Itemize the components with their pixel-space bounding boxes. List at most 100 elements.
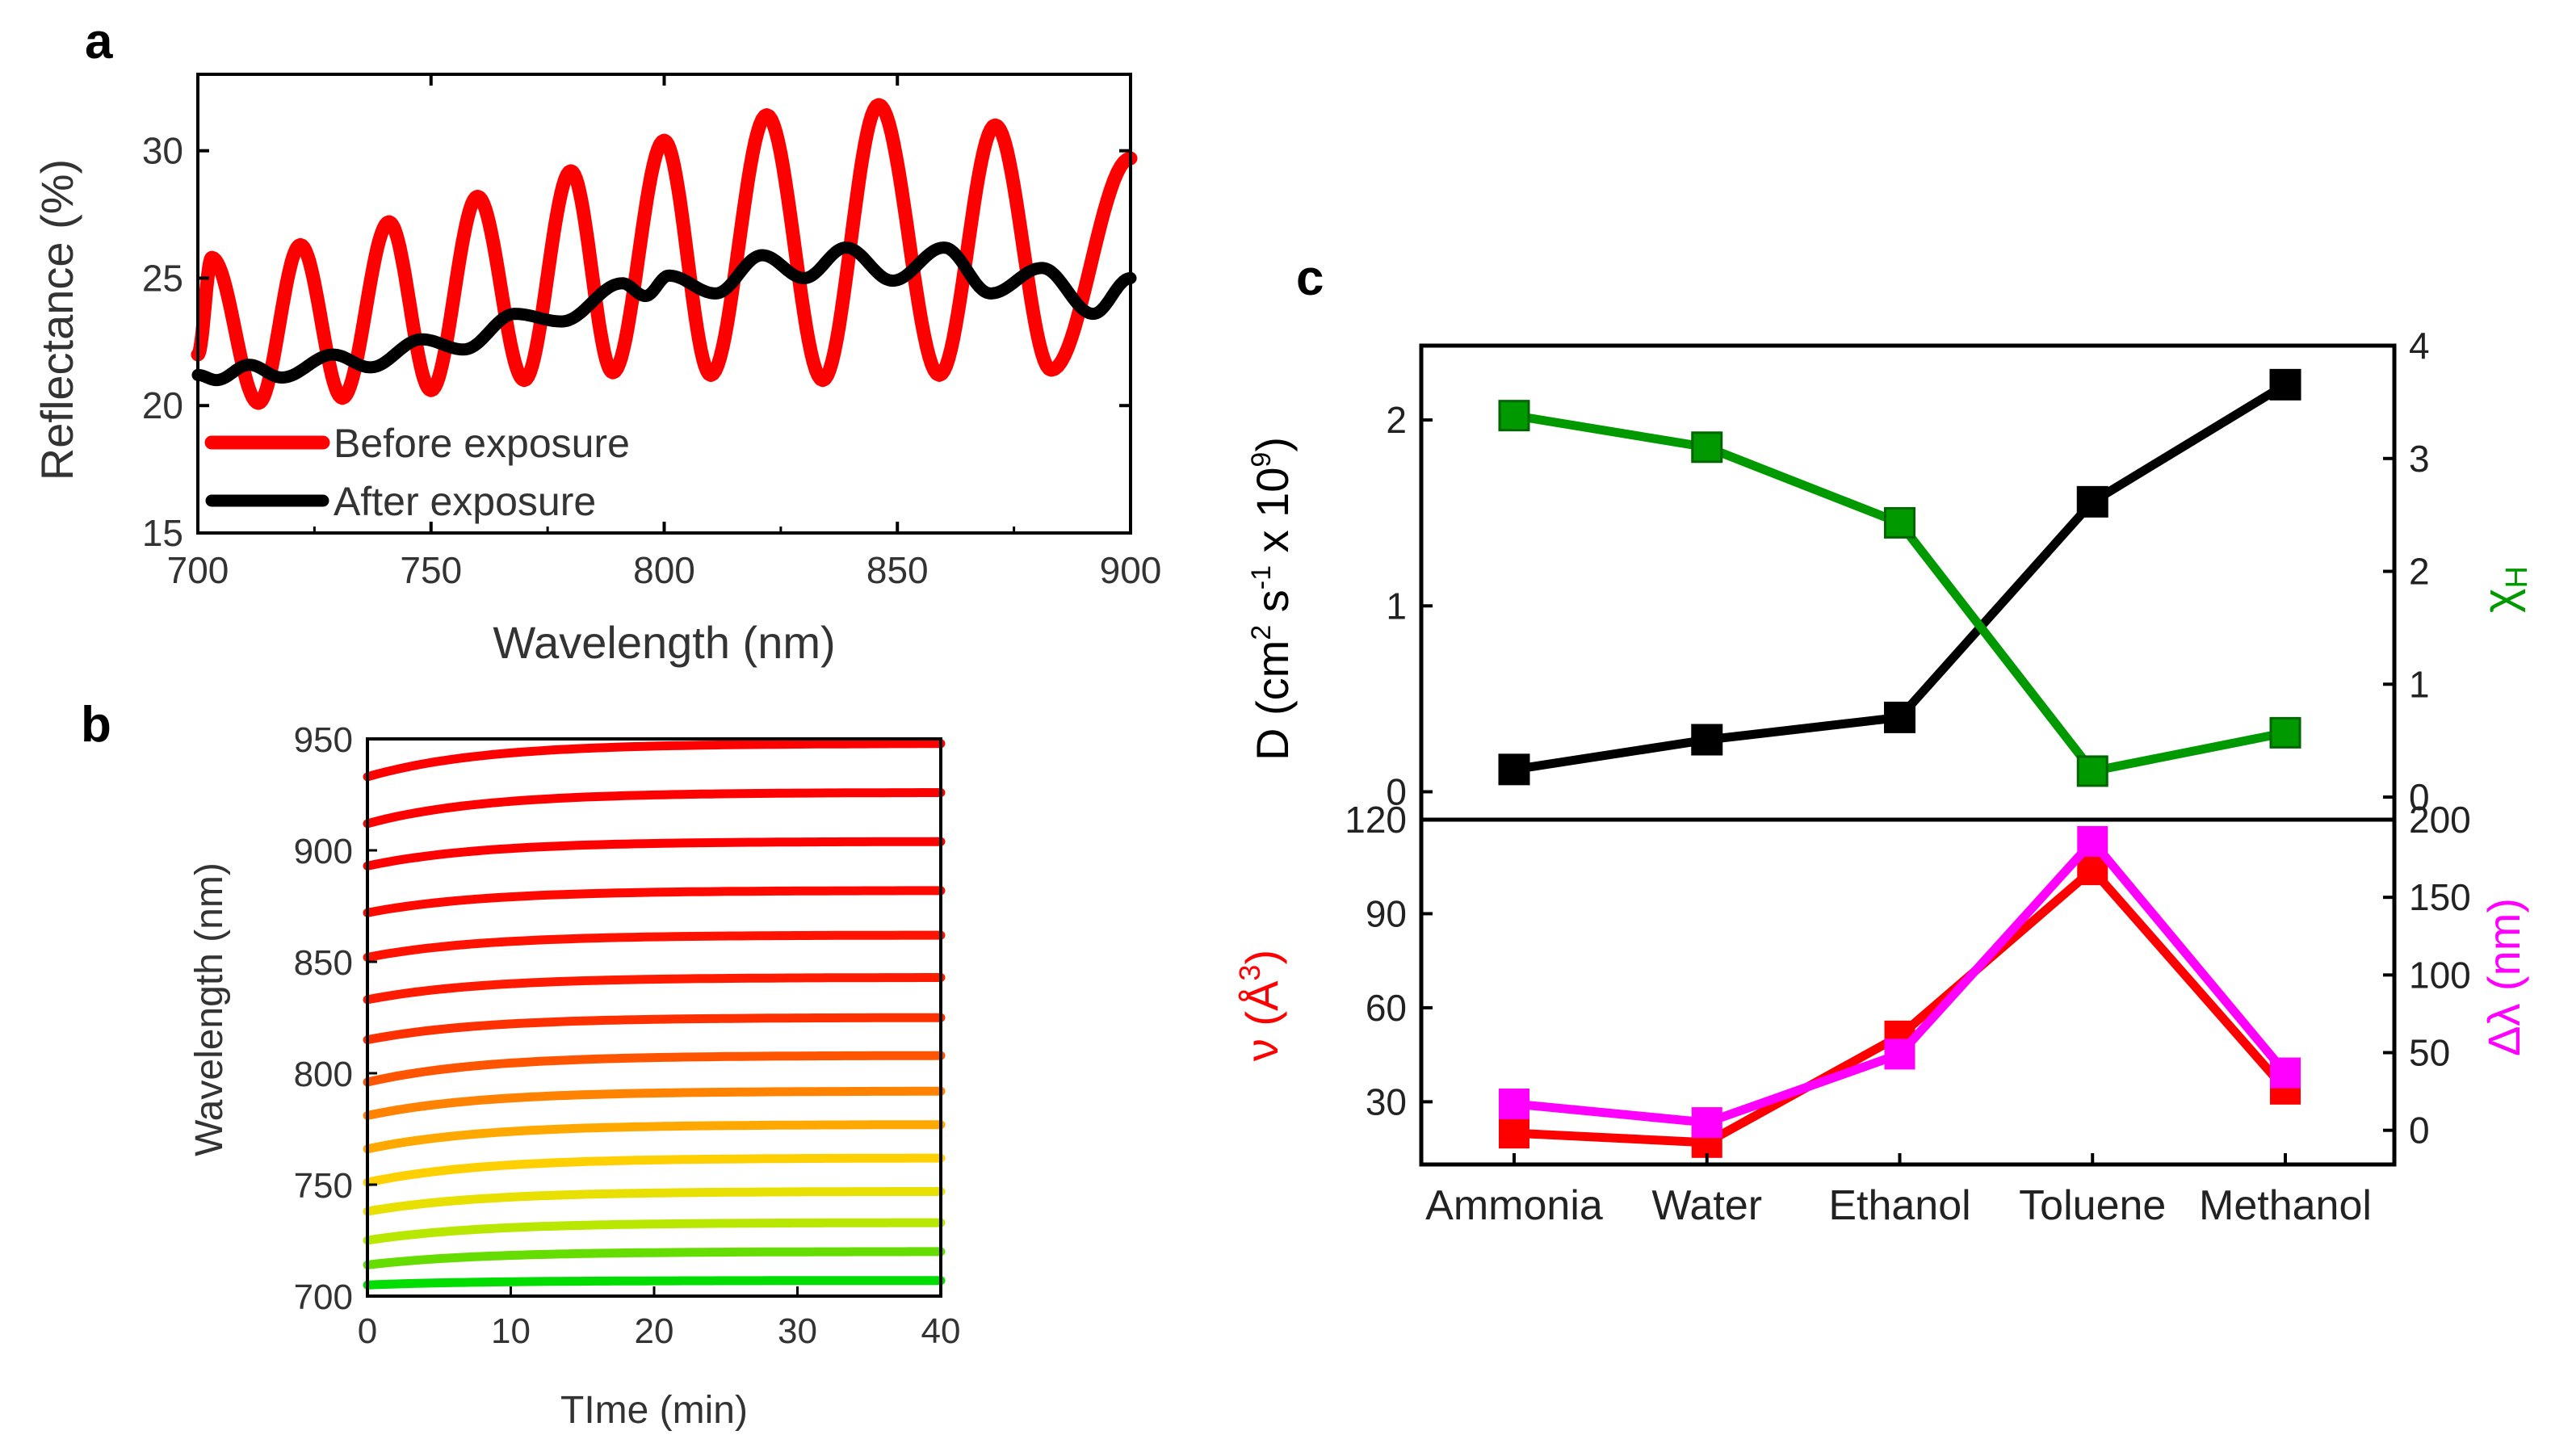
left-tick-label: 90 [1366,892,1407,934]
right-tick-label: 50 [2409,1032,2450,1074]
right-tick-label: 200 [2409,799,2471,841]
marker-χH-water [1691,431,1723,464]
marker-ν-toluene [2077,854,2108,886]
y-tick-label: 700 [294,1278,353,1317]
curve-line [363,837,946,871]
series-line-after [191,241,1137,387]
left-tick-label: 0 [1386,770,1407,812]
left-axis-label-part: ) [1247,437,1298,452]
curve-line [363,1276,946,1290]
left-axis-label-sup: -1 [1246,565,1277,590]
y-tick-label: 800 [294,1055,353,1094]
left-axis-label-sup: 3 [1233,965,1266,981]
marker-ν-ammonia [1499,1118,1529,1149]
right-tick-label: 3 [2409,438,2430,480]
marker-Δλ-methanol [2270,1057,2301,1089]
curve-line [363,1186,946,1216]
x-tick-label: 10 [491,1311,531,1351]
legend: Before exposure After exposure [204,421,630,524]
curve-line [363,1153,946,1187]
x-tick-label: 0 [358,1311,377,1351]
x-tick-label: 800 [633,549,695,591]
left-axis-label: ν (Å3) [1233,950,1287,1061]
right-tick-label: 4 [2409,325,2430,367]
series-line-ν [1513,865,2289,1148]
category-label-ammonia: Ammonia [1425,1182,1603,1229]
top-subplot: 0 1 2 0 1 2 3 4 D (cm2 s-1 x 109) χH [1246,325,2534,822]
panel-letter-b: b [81,697,111,753]
marker-Δλ-toluene [2077,825,2108,857]
y-axis-label: Wavelength (nm) [188,862,231,1156]
right-tick-label: 1 [2409,663,2430,705]
curve-line [363,1120,946,1154]
right-axis-label: χH [2473,566,2534,613]
marker-D-toluene [2076,485,2108,518]
left-tick-label: 2 [1386,399,1407,441]
panel-letter-a: a [85,14,113,69]
left-tick-label: 30 [1366,1080,1407,1122]
right-tick-label: 0 [2409,1110,2430,1152]
curve-line [363,886,946,917]
x-tick-label: 750 [400,549,462,591]
marker-D-ethanol [1884,701,1915,733]
plot-frame [1419,343,2397,822]
series-line-before [191,98,1138,410]
panel-b-chart: 0 10 20 30 40 700 750 800 850 900 950 TIme (min) Wav… [188,720,960,1432]
left-axis-label-part: s [1247,590,1298,625]
left-axis-label-sup: 9 [1246,452,1277,468]
curve-line [363,1051,946,1087]
right-axis-label-sub: H [2500,566,2534,588]
y-tick-label: 25 [142,257,183,299]
marker-D-methanol [2269,368,2301,401]
y-tick-label: 900 [294,832,353,871]
series-line-Δλ [1513,837,2289,1127]
left-axis-label-part: ν (Å [1236,980,1287,1061]
y-tick-label: 850 [294,943,353,983]
marker-Δλ-ammonia [1499,1088,1529,1119]
marker-χH-ammonia [1498,400,1530,432]
category-label-water: Water [1651,1182,1762,1229]
category-label-methanol: Methanol [2199,1182,2372,1229]
curve-line [363,930,946,962]
y-axis-label: Reflectance (%) [31,159,82,480]
legend-label: After exposure [334,479,596,524]
y-tick-label: 15 [142,512,183,554]
x-tick-label: 850 [866,549,929,591]
x-tick-label: 40 [921,1311,961,1351]
left-axis-label-part: ) [1236,950,1287,965]
marker-χH-methanol [2269,716,2301,749]
plot-frame [1419,817,2397,1167]
curve-line [363,1247,946,1269]
curve-line [363,1013,946,1045]
right-tick-label: 0 [2409,776,2430,818]
y-tick-label: 750 [294,1166,353,1206]
marker-D-water [1691,724,1723,756]
right-tick-label: 2 [2409,551,2430,593]
panel-a-chart: 700 750 800 850 900 15 20 25 30 Wavelength (nm) Re… [31,73,1161,668]
bottom-subplot: 30 60 90 120 0 50 100 150 200 Ammonia Water Ethanol… [1233,799,2529,1229]
right-tick-label: 100 [2409,954,2471,996]
x-tick-label: 20 [635,1311,674,1351]
x-axis-label: Wavelength (nm) [493,617,835,668]
y-tick-label: 20 [142,384,183,426]
x-axis-label: TIme (min) [560,1389,748,1432]
left-axis-label: D (cm2 s-1 x 109) [1246,437,1298,761]
category-label-toluene: Toluene [2019,1182,2166,1229]
panel-letter-c: c [1296,250,1324,306]
curve-line [363,788,946,829]
category-label-ethanol: Ethanol [1828,1182,1970,1229]
marker-χH-toluene [2076,755,2108,787]
marker-Δλ-ethanol [1884,1039,1915,1070]
curve-line [363,1218,946,1245]
left-axis-label-sup: 2 [1246,625,1277,640]
right-tick-label: 150 [2409,876,2471,918]
x-tick-label: 700 [167,549,229,591]
left-axis-label-part: x 10 [1247,468,1298,565]
x-tick-label: 30 [778,1311,817,1351]
marker-D-ammonia [1498,753,1530,786]
curve-line [363,973,946,1005]
curve-line [363,1086,946,1120]
left-tick-label: 1 [1386,585,1407,627]
